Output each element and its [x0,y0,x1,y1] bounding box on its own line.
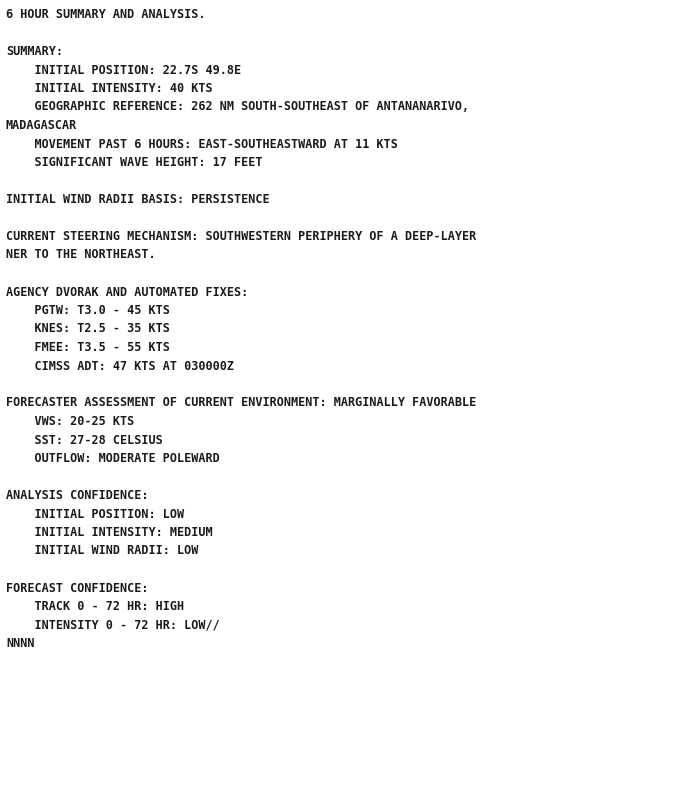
Text: INITIAL POSITION: LOW: INITIAL POSITION: LOW [6,508,184,520]
Text: INITIAL POSITION: 22.7S 49.8E: INITIAL POSITION: 22.7S 49.8E [6,63,241,76]
Text: NER TO THE NORTHEAST.: NER TO THE NORTHEAST. [6,248,156,262]
Text: SUMMARY:: SUMMARY: [6,45,63,58]
Text: INITIAL INTENSITY: 40 KTS: INITIAL INTENSITY: 40 KTS [6,82,212,95]
Text: GEOGRAPHIC REFERENCE: 262 NM SOUTH-SOUTHEAST OF ANTANANARIVO,: GEOGRAPHIC REFERENCE: 262 NM SOUTH-SOUTH… [6,101,469,113]
Text: MOVEMENT PAST 6 HOURS: EAST-SOUTHEASTWARD AT 11 KTS: MOVEMENT PAST 6 HOURS: EAST-SOUTHEASTWAR… [6,137,398,151]
Text: OUTFLOW: MODERATE POLEWARD: OUTFLOW: MODERATE POLEWARD [6,452,220,465]
Text: 6 HOUR SUMMARY AND ANALYSIS.: 6 HOUR SUMMARY AND ANALYSIS. [6,8,206,21]
Text: MADAGASCAR: MADAGASCAR [6,119,77,132]
Text: NNNN: NNNN [6,637,35,650]
Text: INITIAL WIND RADII BASIS: PERSISTENCE: INITIAL WIND RADII BASIS: PERSISTENCE [6,193,270,206]
Text: PGTW: T3.0 - 45 KTS: PGTW: T3.0 - 45 KTS [6,304,170,317]
Text: AGENCY DVORAK AND AUTOMATED FIXES:: AGENCY DVORAK AND AUTOMATED FIXES: [6,285,249,298]
Text: FORECAST CONFIDENCE:: FORECAST CONFIDENCE: [6,581,148,595]
Text: KNES: T2.5 - 35 KTS: KNES: T2.5 - 35 KTS [6,323,170,335]
Text: INTENSITY 0 - 72 HR: LOW//: INTENSITY 0 - 72 HR: LOW// [6,619,220,631]
Text: CIMSS ADT: 47 KTS AT 030000Z: CIMSS ADT: 47 KTS AT 030000Z [6,359,234,373]
Text: INITIAL WIND RADII: LOW: INITIAL WIND RADII: LOW [6,545,198,557]
Text: INITIAL INTENSITY: MEDIUM: INITIAL INTENSITY: MEDIUM [6,526,212,539]
Text: SST: 27-28 CELSIUS: SST: 27-28 CELSIUS [6,434,163,446]
Text: VWS: 20-25 KTS: VWS: 20-25 KTS [6,415,134,428]
Text: CURRENT STEERING MECHANISM: SOUTHWESTERN PERIPHERY OF A DEEP-LAYER: CURRENT STEERING MECHANISM: SOUTHWESTERN… [6,230,476,243]
Text: FORECASTER ASSESSMENT OF CURRENT ENVIRONMENT: MARGINALLY FAVORABLE: FORECASTER ASSESSMENT OF CURRENT ENVIRON… [6,396,476,409]
Text: FMEE: T3.5 - 55 KTS: FMEE: T3.5 - 55 KTS [6,341,170,354]
Text: SIGNIFICANT WAVE HEIGHT: 17 FEET: SIGNIFICANT WAVE HEIGHT: 17 FEET [6,156,262,169]
Text: TRACK 0 - 72 HR: HIGH: TRACK 0 - 72 HR: HIGH [6,600,184,613]
Text: ANALYSIS CONFIDENCE:: ANALYSIS CONFIDENCE: [6,489,148,502]
